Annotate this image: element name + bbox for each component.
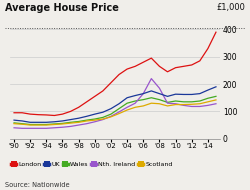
Legend: London, UK, Wales, Nth. Ireland, Scotland: London, UK, Wales, Nth. Ireland, Scotlan… (11, 162, 173, 167)
Text: Source: Nationwide: Source: Nationwide (5, 182, 70, 188)
Text: Average House Price: Average House Price (5, 3, 119, 13)
Text: £1,000: £1,000 (216, 3, 245, 12)
